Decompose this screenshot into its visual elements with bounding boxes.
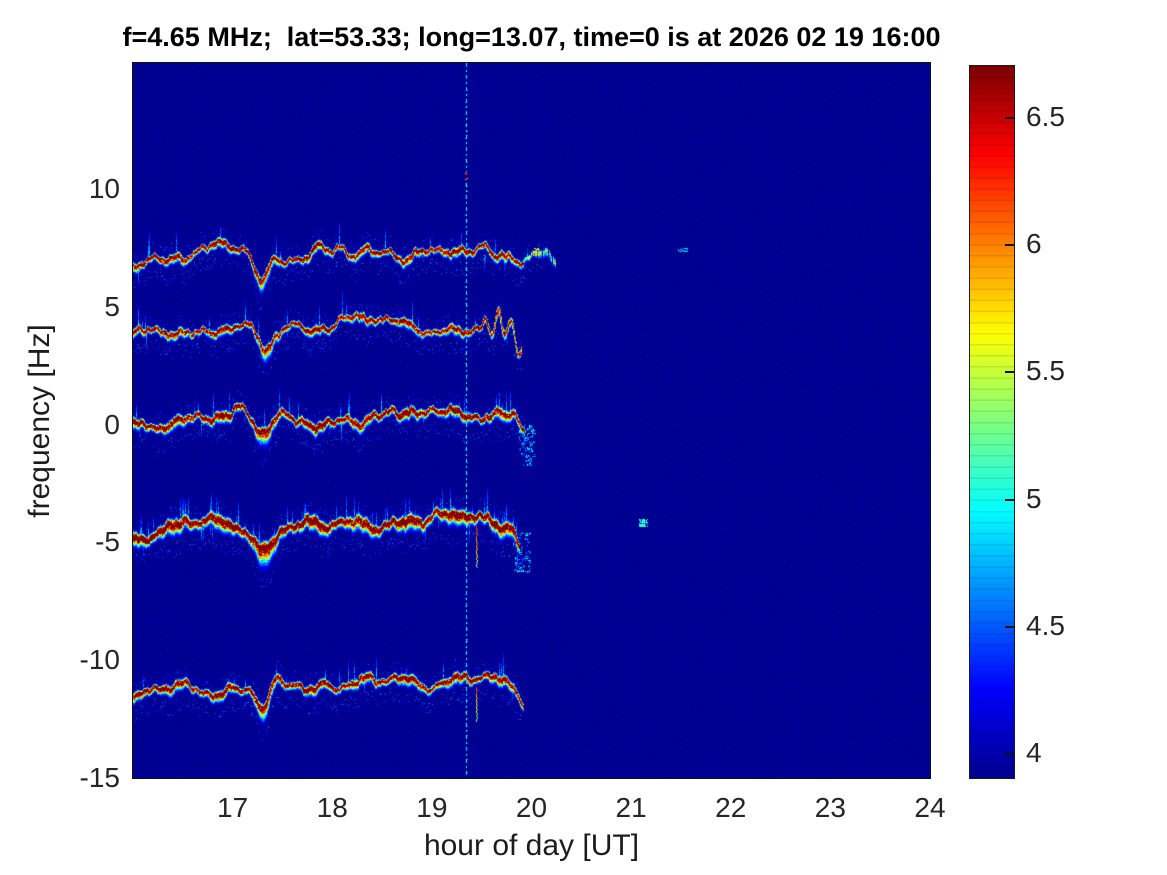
colorbar-tick-label: 6.5 (1026, 100, 1065, 132)
x-tick-label: 23 (814, 792, 846, 823)
colorbar-tick-label: 5.5 (1026, 355, 1065, 387)
x-tick-label: 17 (217, 792, 249, 823)
colorbar-tickmark (1005, 116, 1014, 119)
colorbar-bands (970, 66, 1014, 778)
y-tick-label: 10 (88, 173, 120, 205)
plot-title: f=4.65 MHz; lat=53.33; long=13.07, time=… (122, 22, 941, 52)
colorbar (969, 65, 1015, 779)
y-tick-label: 0 (104, 408, 120, 440)
x-tick-label: 18 (316, 792, 348, 823)
x-tick-label: 22 (715, 792, 747, 823)
colorbar-tickmark (1005, 753, 1014, 756)
x-axis-label: hour of day [UT] (423, 829, 640, 862)
x-tick-label: 21 (615, 792, 647, 823)
colorbar-tick-label: 4.5 (1026, 609, 1065, 641)
colorbar-tick-label: 5 (1026, 482, 1042, 514)
spectrogram-canvas (133, 63, 930, 778)
y-tick-label: -5 (95, 526, 120, 558)
x-tick-label: 20 (515, 792, 548, 823)
x-tick-label: 24 (914, 792, 946, 823)
colorbar-tick-label: 6 (1026, 228, 1042, 260)
colorbar-tick-label: 4 (1026, 737, 1042, 769)
y-tick-label: -10 (79, 644, 120, 676)
y-tick-label: -15 (79, 762, 120, 793)
colorbar-tickmark (1005, 498, 1014, 501)
colorbar-tickmark (1005, 244, 1014, 247)
x-tick-label: 19 (416, 792, 448, 823)
y-tick-label: 5 (104, 290, 120, 322)
colorbar-tickmark (1005, 371, 1014, 374)
colorbar-tickmark (1005, 625, 1014, 628)
